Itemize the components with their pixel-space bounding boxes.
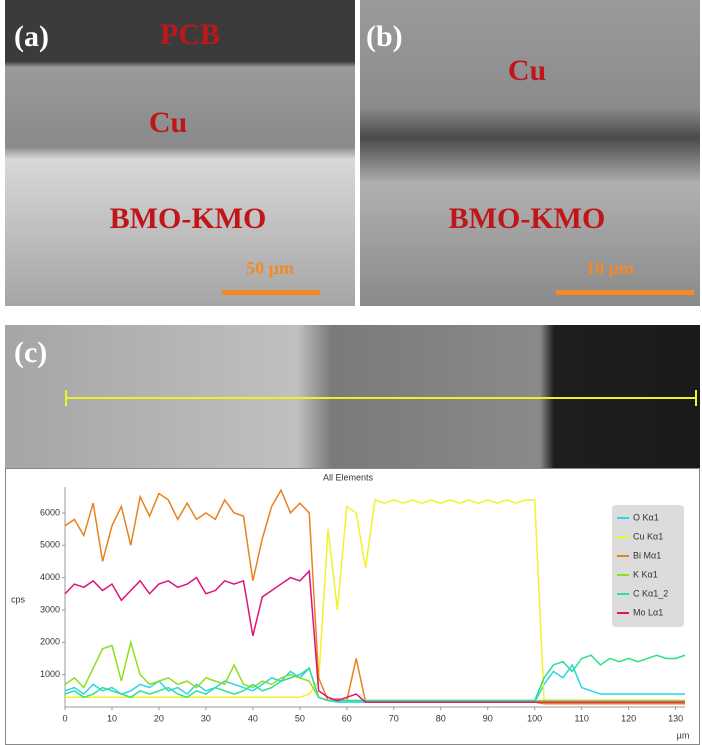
- x-tick-label: 130: [668, 713, 683, 723]
- x-tick-label: 90: [483, 713, 493, 723]
- scale-bar: [222, 290, 320, 295]
- y-axis-label: cps: [11, 594, 26, 604]
- series-line: [64, 654, 686, 702]
- x-tick-label: 110: [574, 713, 588, 723]
- plot: 1000 2000 3000 4000 5000 6000 0 10 20 30 40 50 60 70 8…: [40, 487, 686, 723]
- sem-image-c: [5, 325, 700, 468]
- scale-label: 50 µm: [246, 258, 294, 278]
- region-label: Cu: [508, 54, 546, 87]
- x-tick-label: 10: [107, 713, 117, 723]
- panel-label: (a): [14, 20, 49, 53]
- x-tick-label: 120: [621, 713, 636, 723]
- x-tick-label: 0: [62, 713, 67, 723]
- region-label: BMO-KMO: [449, 202, 606, 235]
- legend-label: Cu Kα1: [633, 531, 663, 541]
- chart-title: All Elements: [323, 472, 374, 482]
- x-tick-label: 80: [436, 713, 446, 723]
- region-label: BMO-KMO: [110, 202, 267, 235]
- scale-label: 10 µm: [586, 258, 634, 278]
- region-label: PCB: [160, 18, 220, 51]
- legend-box: [612, 505, 684, 627]
- y-tick-label: 6000: [40, 507, 60, 517]
- series-line: [64, 569, 685, 703]
- x-tick-label: 100: [527, 713, 542, 723]
- y-tick-label: 4000: [40, 572, 60, 582]
- legend-label: C Kα1_2: [633, 588, 668, 598]
- x-tick-label: 40: [248, 713, 258, 723]
- legend-label: Mo Lα1: [633, 607, 663, 617]
- legend-label: Bi Mα1: [633, 550, 661, 560]
- scale-bar: [556, 290, 694, 295]
- x-tick-label: 50: [295, 713, 305, 723]
- x-axis-label: µm: [677, 730, 690, 740]
- panel-label: (b): [366, 20, 403, 53]
- sem-image-b: [360, 0, 700, 306]
- region-label: Cu: [149, 106, 187, 139]
- panel-label: (c): [14, 336, 47, 369]
- y-tick-label: 5000: [40, 540, 60, 550]
- x-tick-label: 20: [154, 713, 164, 723]
- sem-image-a: [5, 0, 355, 306]
- y-tick-label: 2000: [40, 637, 60, 647]
- y-tick-label: 3000: [40, 604, 60, 614]
- x-tick-label: 70: [389, 713, 399, 723]
- y-tick-label: 1000: [40, 669, 60, 679]
- x-tick-label: 30: [201, 713, 211, 723]
- legend-label: O Kα1: [633, 512, 659, 522]
- x-tick-label: 60: [342, 713, 352, 723]
- legend-label: K Kα1: [633, 569, 658, 579]
- chart-frame: [5, 468, 700, 745]
